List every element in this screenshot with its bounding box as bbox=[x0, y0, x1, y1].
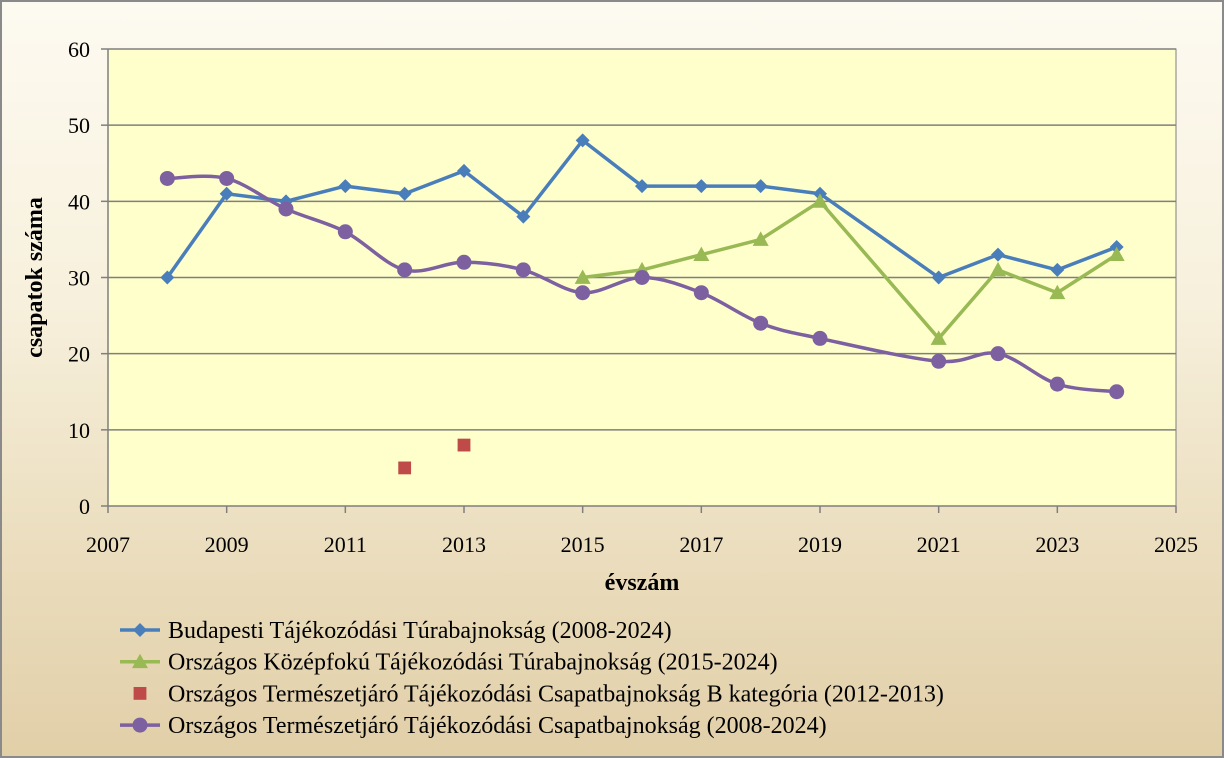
series-1 bbox=[160, 133, 1124, 285]
series-3 bbox=[398, 438, 471, 475]
x-tick-label: 2011 bbox=[324, 532, 367, 557]
data-point bbox=[812, 330, 828, 346]
series-4 bbox=[159, 170, 1125, 400]
x-tick-label: 2025 bbox=[1154, 532, 1198, 557]
data-point bbox=[753, 315, 769, 331]
series-line bbox=[165, 138, 1118, 280]
x-tick-label: 2007 bbox=[86, 532, 130, 557]
data-point bbox=[575, 133, 590, 148]
legend-label: Országos Természetjáró Tájékozódási Csap… bbox=[168, 681, 944, 707]
data-point bbox=[219, 170, 235, 186]
data-point bbox=[575, 285, 591, 301]
y-tick-label: 20 bbox=[68, 342, 90, 367]
y-tick-label: 40 bbox=[68, 189, 90, 214]
y-tick-label: 10 bbox=[68, 418, 90, 443]
legend-item-2: Országos Középfokú Tájékozódási Túrabajn… bbox=[120, 650, 778, 676]
data-point bbox=[337, 224, 353, 240]
data-point bbox=[693, 246, 710, 262]
legend-marker bbox=[132, 653, 148, 669]
x-tick-label: 2021 bbox=[917, 532, 961, 557]
data-point bbox=[457, 438, 471, 452]
legend-label: Országos Középfokú Tájékozódási Túrabajn… bbox=[168, 650, 778, 676]
data-point bbox=[338, 179, 353, 194]
x-tick-label: 2013 bbox=[442, 532, 486, 557]
x-tick-label: 2009 bbox=[205, 532, 249, 557]
x-tick-label: 2017 bbox=[679, 532, 723, 557]
legend-marker bbox=[133, 623, 147, 637]
series bbox=[159, 133, 1125, 475]
x-tick-label: 2015 bbox=[561, 532, 605, 557]
data-point bbox=[990, 261, 1006, 277]
legend-label: Országos Természetjáró Tájékozódási Csap… bbox=[168, 713, 827, 739]
series-line bbox=[167, 174, 1117, 394]
x-tick-label: 2019 bbox=[798, 532, 842, 557]
x-tick-label: 2023 bbox=[1035, 532, 1079, 557]
y-tick-label: 0 bbox=[79, 494, 90, 519]
data-point bbox=[1050, 262, 1065, 277]
data-point bbox=[397, 186, 412, 201]
data-point bbox=[516, 209, 531, 224]
data-point bbox=[456, 254, 472, 270]
axes: 0 10 20 30 40 50 60 2007 2009 2011 2013 2015 2017 201… bbox=[68, 37, 1198, 557]
legend: Budapesti Tájékozódási Túrabajnokság (20… bbox=[120, 618, 944, 739]
x-axis-title: évszám bbox=[605, 570, 680, 596]
data-point bbox=[634, 270, 650, 285]
data-point bbox=[693, 285, 709, 301]
series-2 bbox=[574, 193, 1125, 345]
data-point bbox=[931, 353, 947, 369]
data-point bbox=[515, 262, 531, 278]
y-tick-label: 60 bbox=[68, 37, 90, 62]
data-point bbox=[219, 186, 234, 201]
data-point bbox=[1108, 246, 1125, 262]
legend-item-1: Budapesti Tájékozódási Túrabajnokság (20… bbox=[120, 618, 672, 644]
data-point bbox=[1049, 284, 1066, 300]
y-tick-label: 30 bbox=[68, 266, 90, 291]
data-point bbox=[930, 330, 947, 345]
data-point bbox=[694, 179, 709, 194]
data-point bbox=[752, 231, 769, 246]
y-axis-title: csapatok száma bbox=[22, 197, 48, 358]
data-point bbox=[635, 179, 649, 194]
data-point bbox=[1109, 384, 1125, 400]
legend-marker bbox=[132, 717, 148, 733]
data-point bbox=[457, 163, 471, 178]
legend-item-3: Országos Természetjáró Tájékozódási Csap… bbox=[133, 681, 944, 707]
data-point bbox=[931, 270, 946, 285]
data-point bbox=[160, 270, 175, 285]
data-point bbox=[1049, 376, 1065, 392]
data-point bbox=[812, 193, 828, 208]
legend-item-4: Országos Természetjáró Tájékozódási Csap… bbox=[120, 713, 827, 739]
data-point bbox=[159, 170, 175, 186]
legend-label: Budapesti Tájékozódási Túrabajnokság (20… bbox=[168, 618, 672, 644]
data-point bbox=[574, 269, 591, 284]
data-point bbox=[753, 179, 768, 194]
legend-marker bbox=[133, 687, 147, 700]
data-point bbox=[990, 346, 1006, 362]
data-point bbox=[278, 201, 294, 217]
data-point bbox=[991, 247, 1005, 262]
data-point bbox=[398, 461, 412, 475]
data-point bbox=[397, 262, 413, 278]
y-tick-label: 50 bbox=[68, 113, 90, 138]
